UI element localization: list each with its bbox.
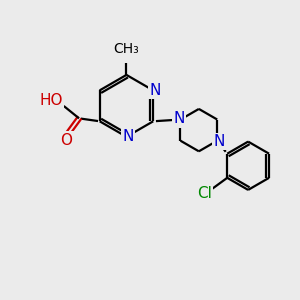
Text: N: N [149,83,160,98]
Text: CH₃: CH₃ [114,42,139,56]
Text: N: N [213,134,224,149]
Text: Cl: Cl [197,186,212,201]
Text: HO: HO [40,93,63,108]
Text: O: O [60,133,72,148]
Text: N: N [122,129,134,144]
Text: N: N [173,111,185,126]
